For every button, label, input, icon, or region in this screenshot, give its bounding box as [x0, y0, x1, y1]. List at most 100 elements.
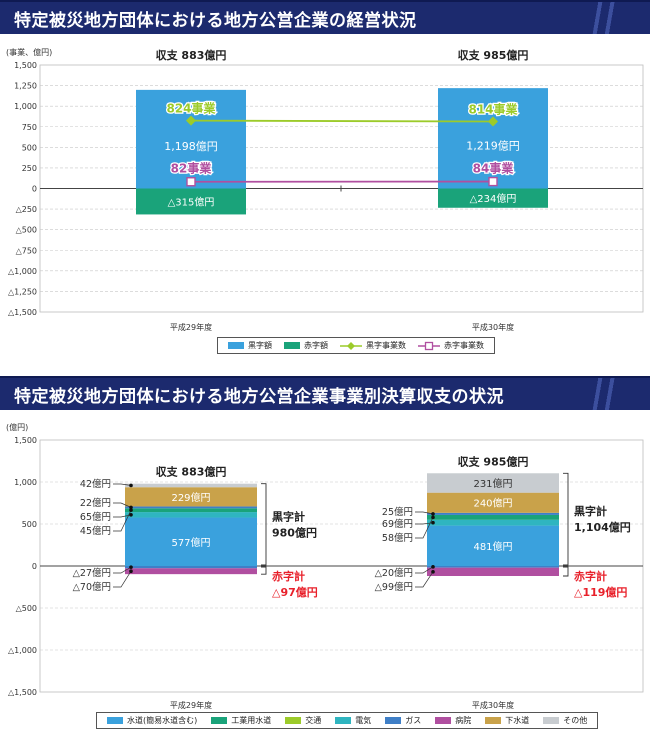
- segment-value-label: 240億円: [473, 497, 512, 510]
- y-tick-label: 750: [22, 123, 37, 132]
- surplus-count-marker: [186, 115, 196, 126]
- leader-dot: [129, 508, 133, 512]
- legend-item: 交通: [285, 715, 321, 726]
- y-axis-label: (億円): [6, 422, 28, 432]
- stack-segment-small-deficit: [125, 566, 257, 569]
- leader-dot: [431, 520, 435, 525]
- legend-label-surplus: 黒字額: [248, 341, 272, 350]
- deficit-total-value: △119億円: [574, 585, 627, 599]
- stack-segment-hospital: [125, 568, 257, 575]
- surplus-count-label: 814事業: [468, 101, 518, 116]
- legend-label: 電気: [355, 716, 372, 725]
- legend-label-deficit-count: 赤字事業数: [444, 341, 484, 350]
- leader-line: [415, 517, 434, 539]
- segment-value-label: 229億円: [171, 491, 210, 504]
- stack-segment-hospital: [427, 567, 559, 576]
- balance-total-label: 収支 883億円: [156, 465, 227, 479]
- surplus-total-heading: 黒字計: [574, 504, 607, 518]
- side-value-label: 65億円: [80, 511, 111, 523]
- y-tick-label: 0: [32, 185, 37, 194]
- legend-line-deficit-count: [418, 341, 440, 350]
- surplus-bar: [438, 88, 548, 189]
- deficit-value-label: △315億円: [168, 195, 215, 208]
- legend-item: ガス: [385, 715, 421, 726]
- leader-line: [113, 566, 132, 574]
- legend-item-deficit: 赤字額: [284, 340, 328, 351]
- stack-segment: [125, 508, 257, 513]
- leader-dot: [431, 570, 435, 574]
- legend-swatch: [485, 717, 502, 724]
- legend-line-surplus-count: [340, 341, 362, 350]
- y-tick-label: 1,500: [14, 61, 37, 70]
- leader-line: [113, 571, 132, 588]
- legend-label: 病院: [455, 716, 472, 725]
- y-tick-label: △250: [16, 205, 37, 214]
- deficit-total-value: △97億円: [272, 585, 318, 599]
- leader-line: [113, 510, 132, 532]
- y-tick-label: △1,500: [8, 308, 37, 317]
- legend-swatch: [107, 717, 123, 724]
- stack-segment: [125, 483, 257, 488]
- side-value-label: 22億円: [80, 497, 111, 509]
- legend-label-deficit: 赤字額: [304, 341, 328, 350]
- y-tick-label: △1,500: [8, 688, 37, 697]
- header-decoration: [580, 2, 650, 34]
- deficit-bar: [136, 188, 246, 215]
- balance-total-label: 収支 985億円: [458, 454, 529, 468]
- y-tick-label: △750: [16, 246, 37, 255]
- stack-segment: [427, 492, 559, 513]
- leader-line: [415, 511, 434, 515]
- y-tick-label: 1,500: [14, 436, 37, 445]
- segment-value-label: 231億円: [473, 477, 512, 490]
- legend-label: 交通: [305, 716, 322, 725]
- segment-value-label: 577億円: [171, 536, 210, 549]
- surplus-bar: [136, 89, 246, 189]
- deficit-count-label: 84事業: [473, 161, 515, 176]
- surplus-total-heading: 黒字計: [272, 509, 305, 523]
- legend-swatch: [335, 717, 352, 724]
- legend-label-surplus-count: 黒字事業数: [366, 341, 406, 350]
- leader-dot: [431, 565, 435, 569]
- x-category-label: 平成29年度: [170, 322, 212, 332]
- side-value-label: 25億円: [382, 506, 413, 518]
- legend-swatch: [211, 717, 228, 724]
- stack-segment: [427, 519, 559, 526]
- section-title-2: 特定被災地方団体における地方公営企業事業別決算収支の状況: [14, 387, 504, 407]
- surplus-count-line: [190, 119, 494, 123]
- leader-dot: [129, 569, 133, 574]
- deficit-value-label: △234億円: [470, 192, 517, 205]
- leader-line: [113, 502, 132, 508]
- stack-segment: [427, 514, 559, 520]
- side-value-label: 45億円: [80, 525, 111, 537]
- y-tick-label: △1,000: [8, 267, 37, 276]
- legend-swatch: [385, 717, 402, 724]
- leader-dot: [129, 483, 133, 488]
- surplus-count-marker: [488, 116, 498, 127]
- balance-total-label: 収支 883億円: [156, 48, 227, 62]
- legend-item: 工業用水道: [211, 715, 271, 726]
- y-tick-label: 500: [22, 143, 37, 152]
- y-tick-label: △500: [16, 226, 37, 235]
- side-value-label: △20億円: [375, 567, 413, 579]
- x-category-label: 平成30年度: [472, 700, 514, 710]
- leader-dot: [431, 512, 435, 516]
- legend-item: 下水道: [485, 715, 529, 726]
- deficit-total-heading: 赤字計: [574, 569, 607, 583]
- leader-line: [415, 522, 434, 525]
- y-tick-label: 1,000: [14, 478, 37, 487]
- leader-line: [415, 566, 434, 574]
- side-value-label: 69億円: [382, 518, 413, 530]
- deficit-count-marker: [186, 177, 196, 187]
- leader-line: [415, 571, 434, 588]
- stack-segment: [125, 506, 257, 509]
- side-value-label: △70億円: [73, 581, 111, 593]
- leader-dot: [431, 515, 435, 520]
- deficit-count-label: 82事業: [171, 161, 213, 176]
- side-value-label: △99億円: [375, 581, 413, 593]
- legend-label: ガス: [405, 716, 422, 725]
- legend-label: 水道(簡易水道含む): [127, 716, 198, 725]
- legend-label: 下水道: [505, 716, 530, 725]
- y-tick-label: △1,000: [8, 646, 37, 655]
- leader-line: [113, 514, 132, 518]
- legend-item-surplus: 黒字額: [228, 340, 272, 351]
